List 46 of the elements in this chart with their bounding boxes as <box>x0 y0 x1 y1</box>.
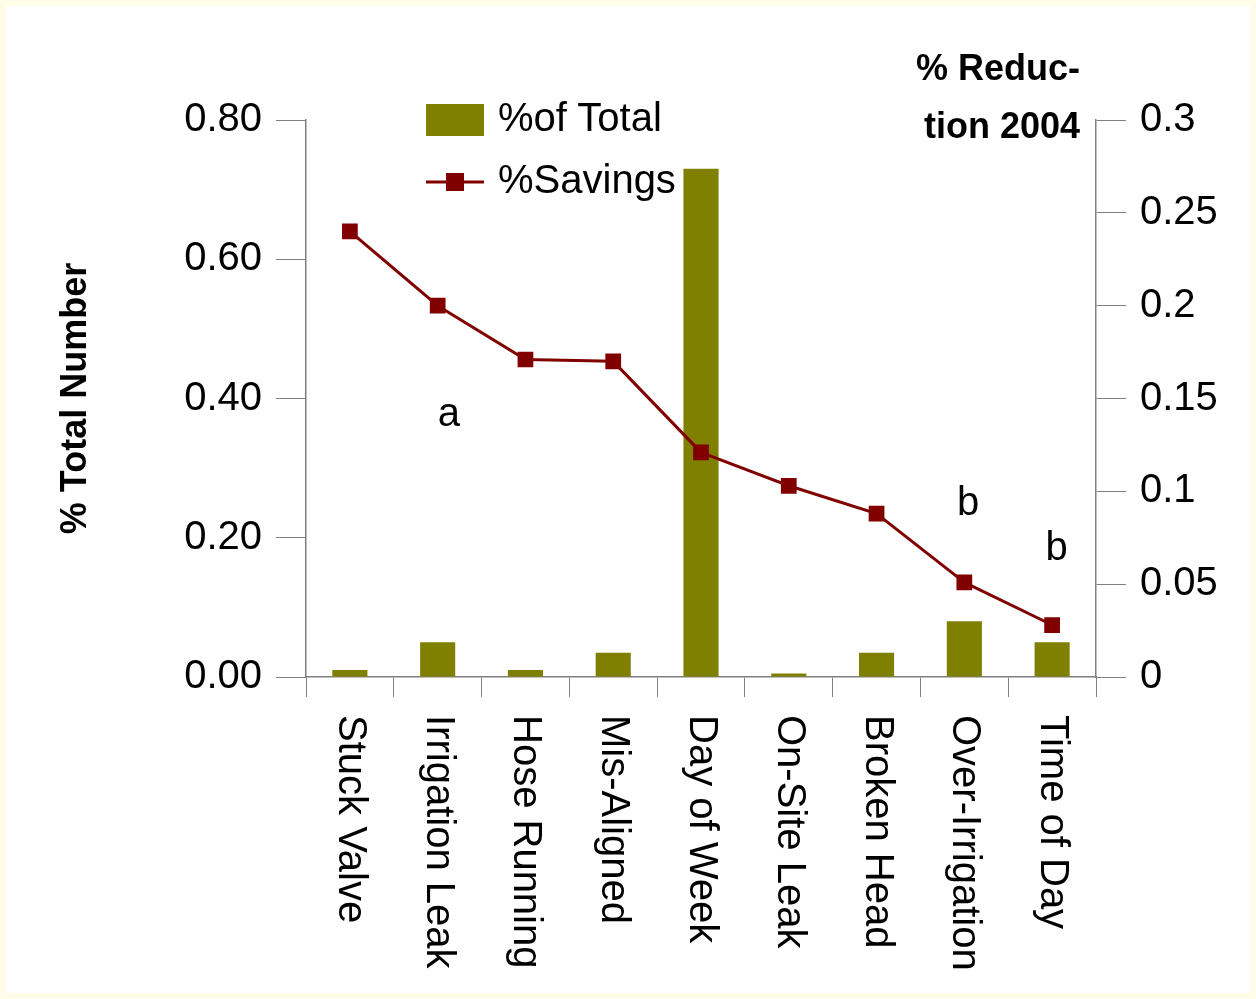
y2-tick-label: 0.05 <box>1140 559 1218 604</box>
x-tick-label: Day of Week <box>681 715 726 945</box>
point <box>780 477 797 494</box>
x-tick-label: Stuck Valve <box>330 715 375 924</box>
y2-tick-label: 0.15 <box>1140 373 1218 418</box>
y2-axis-title: % Reduc- tion 2004 <box>915 47 1080 146</box>
y2-tick-label: 0.25 <box>1140 187 1218 232</box>
bar <box>507 670 543 677</box>
y2-tick-label: 0.3 <box>1140 95 1196 140</box>
point <box>342 223 358 240</box>
point <box>517 351 534 368</box>
annotation: b <box>1045 523 1068 568</box>
y-tick-label: 0.00 <box>184 652 262 697</box>
point <box>956 574 973 591</box>
point <box>693 444 709 461</box>
y2-tick-label: 0.1 <box>1140 466 1196 511</box>
point <box>1044 617 1060 633</box>
point <box>605 353 622 370</box>
y-tick-label: 0.20 <box>184 512 262 557</box>
y-axis-title: % Total Number <box>52 262 94 535</box>
legend-label: %Savings <box>498 157 676 202</box>
point <box>868 505 885 522</box>
x-tick-label: On-Site Leak <box>769 715 814 950</box>
x-tick-label: Broken Head <box>857 715 902 949</box>
x-tick-label: Mis-Aligned <box>594 715 639 924</box>
x-tick-label: Over-Irrigation <box>945 715 990 971</box>
x-tick-label: Irrigation Leak <box>418 715 463 970</box>
y-tick-label: 0.60 <box>184 234 262 279</box>
x-tick-label: Hose Running <box>506 715 551 969</box>
y-tick-label: 0.40 <box>184 373 262 418</box>
bar <box>683 168 719 677</box>
bar <box>332 670 368 677</box>
bar <box>420 642 456 677</box>
y-tick-label: 0.80 <box>184 95 262 140</box>
annotation: a <box>437 390 461 435</box>
bar <box>1034 642 1070 677</box>
point <box>429 297 446 314</box>
y2-tick-label: 0.2 <box>1140 280 1196 325</box>
annotation: b <box>956 479 980 524</box>
bar <box>595 652 631 677</box>
bar <box>771 673 807 677</box>
bar <box>946 621 982 677</box>
y2-tick-label: 0 <box>1140 652 1163 697</box>
legend-label: %of Total <box>498 95 662 140</box>
bar <box>859 652 895 677</box>
x-tick-label: Time of Day <box>1033 715 1078 930</box>
